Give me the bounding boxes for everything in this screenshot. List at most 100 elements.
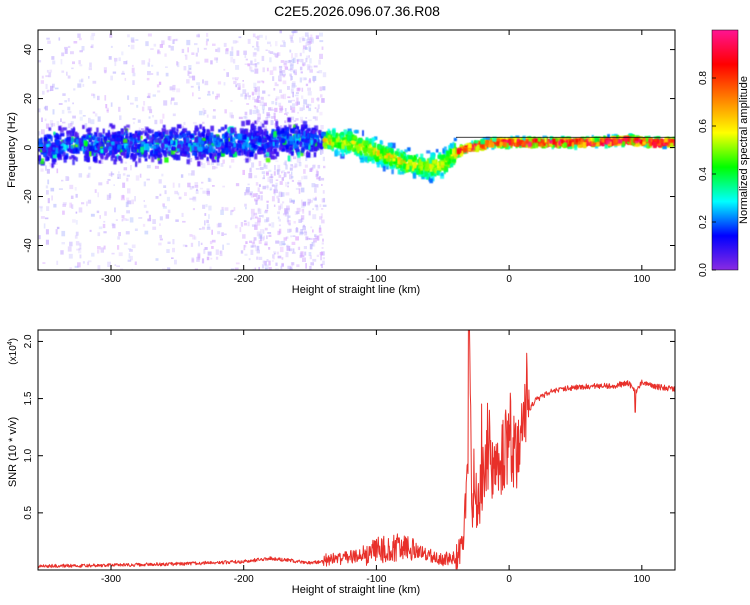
spectrogram-cell	[356, 145, 361, 152]
spectrogram-cell	[291, 53, 293, 59]
spectrogram-cell	[74, 235, 78, 239]
spectrogram-cell	[380, 145, 385, 151]
spectrogram-cell	[249, 66, 253, 71]
spectrogram-cell	[198, 86, 200, 91]
spectrogram-cell	[68, 156, 73, 160]
spectrogram-cell	[314, 198, 317, 201]
spectrogram-cell	[79, 254, 82, 259]
spectrogram-cell	[90, 152, 95, 156]
spectrogram-cell	[275, 120, 279, 127]
spectrogram-cell	[281, 40, 285, 43]
spectrogram-cell	[234, 134, 239, 139]
spectrogram-cell	[308, 79, 312, 84]
spectrogram-cell	[117, 173, 121, 179]
spectrogram-cell	[621, 138, 624, 143]
spectrogram-cell	[129, 249, 133, 252]
spectrogram-cell	[191, 170, 195, 176]
spectrogram-cell	[362, 147, 367, 154]
spectrogram-cell	[335, 139, 338, 145]
spectrogram-cell	[475, 143, 478, 148]
spectrogram-cell	[137, 132, 141, 137]
spectrogram-cell	[224, 233, 227, 236]
spectrogram-cell	[389, 161, 393, 166]
spectrogram-cell	[194, 137, 199, 143]
y-tick-label: 40	[23, 44, 34, 56]
spectrogram-cell	[248, 158, 252, 161]
spectrogram-cell	[84, 155, 89, 162]
spectrogram-cell	[216, 135, 219, 140]
spectrogram-cell	[185, 145, 190, 152]
spectrogram-cell	[307, 41, 311, 46]
spectrogram-cell	[197, 161, 201, 167]
spectrogram-cell	[265, 117, 269, 122]
colorbar-tick-label: 0.4	[698, 167, 709, 181]
spectrogram-cell	[642, 141, 646, 145]
spectrogram-cell	[310, 37, 314, 43]
spectrogram-cell	[152, 219, 156, 224]
spectrogram-cell	[197, 252, 201, 258]
spectrogram-cell	[664, 137, 668, 143]
snr-x-label: Height of straight line (km)	[292, 584, 420, 596]
spectrogram-cell	[291, 99, 296, 102]
spectrogram-cell	[264, 126, 267, 129]
spectrogram-cell	[248, 95, 251, 98]
spectrogram-cell	[109, 143, 112, 149]
spectrogram-cell	[142, 223, 146, 227]
spectrogram-cell	[74, 131, 78, 137]
spectrogram-cell	[268, 169, 272, 172]
spectrogram-cell	[370, 149, 375, 153]
spectrogram-cell	[81, 46, 85, 51]
spectrogram-cell	[117, 236, 120, 240]
spectrogram-cell	[184, 54, 187, 57]
spectrogram-cell	[110, 173, 115, 176]
spectrogram-cell	[279, 30, 282, 34]
spectrogram-cell	[291, 107, 296, 113]
spectrogram-cell	[294, 163, 298, 168]
spectrogram-cell	[106, 109, 109, 112]
spectrogram-cell	[154, 150, 157, 155]
spectrogram-cell	[156, 84, 160, 88]
spectrogram-cell	[69, 267, 72, 270]
spectrogram-cell	[305, 83, 309, 87]
spectrogram-cell	[442, 154, 446, 159]
spectrogram-cell	[306, 145, 310, 150]
spectrogram-cell	[281, 192, 285, 197]
spectrogram-cell	[53, 132, 58, 138]
spectrogram-cell	[284, 137, 289, 143]
spectrogram-cell	[90, 213, 95, 217]
spectrogram-cell	[652, 141, 657, 148]
spectrogram-cell	[317, 104, 320, 109]
spectrogram-cell	[193, 130, 197, 136]
spectrogram-cell	[211, 229, 213, 235]
spectrogram-cell	[268, 260, 271, 266]
spectrogram-cell	[147, 106, 152, 111]
spectrogram-cell	[168, 136, 173, 140]
spectrogram-cell	[97, 95, 100, 101]
spectrogram-cell	[287, 155, 291, 162]
spectrogram-cell	[297, 246, 301, 250]
spectrogram-cell	[254, 58, 257, 63]
spectrogram-cell	[121, 145, 125, 150]
spectrogram-cell	[58, 37, 61, 41]
spectrogram-cell	[254, 267, 257, 270]
spectrogram-cell	[563, 142, 568, 148]
spectrogram-cell	[79, 64, 83, 67]
spectrogram-cell	[278, 205, 281, 211]
x-tick-label: -300	[101, 574, 121, 585]
spectrogram-cell	[404, 149, 408, 153]
spectrogram-cell	[52, 151, 56, 155]
spectrogram-cell	[266, 112, 270, 117]
spectrogram-cell	[321, 263, 323, 268]
spectrogram-cell	[56, 121, 60, 126]
spectrogram-cell	[279, 68, 282, 73]
spectrogram-cell	[288, 220, 291, 225]
spectrogram-cell	[241, 120, 245, 127]
spectrogram-cell	[118, 57, 121, 62]
spectrogram-cell	[271, 222, 275, 228]
spectrogram-cell	[341, 150, 345, 157]
spectrogram-cell	[221, 150, 225, 157]
spectrogram-cell	[158, 81, 162, 85]
spectrogram-cell	[167, 209, 171, 213]
spectrogram-cell	[351, 136, 355, 141]
spectrogram-cell	[168, 45, 171, 48]
